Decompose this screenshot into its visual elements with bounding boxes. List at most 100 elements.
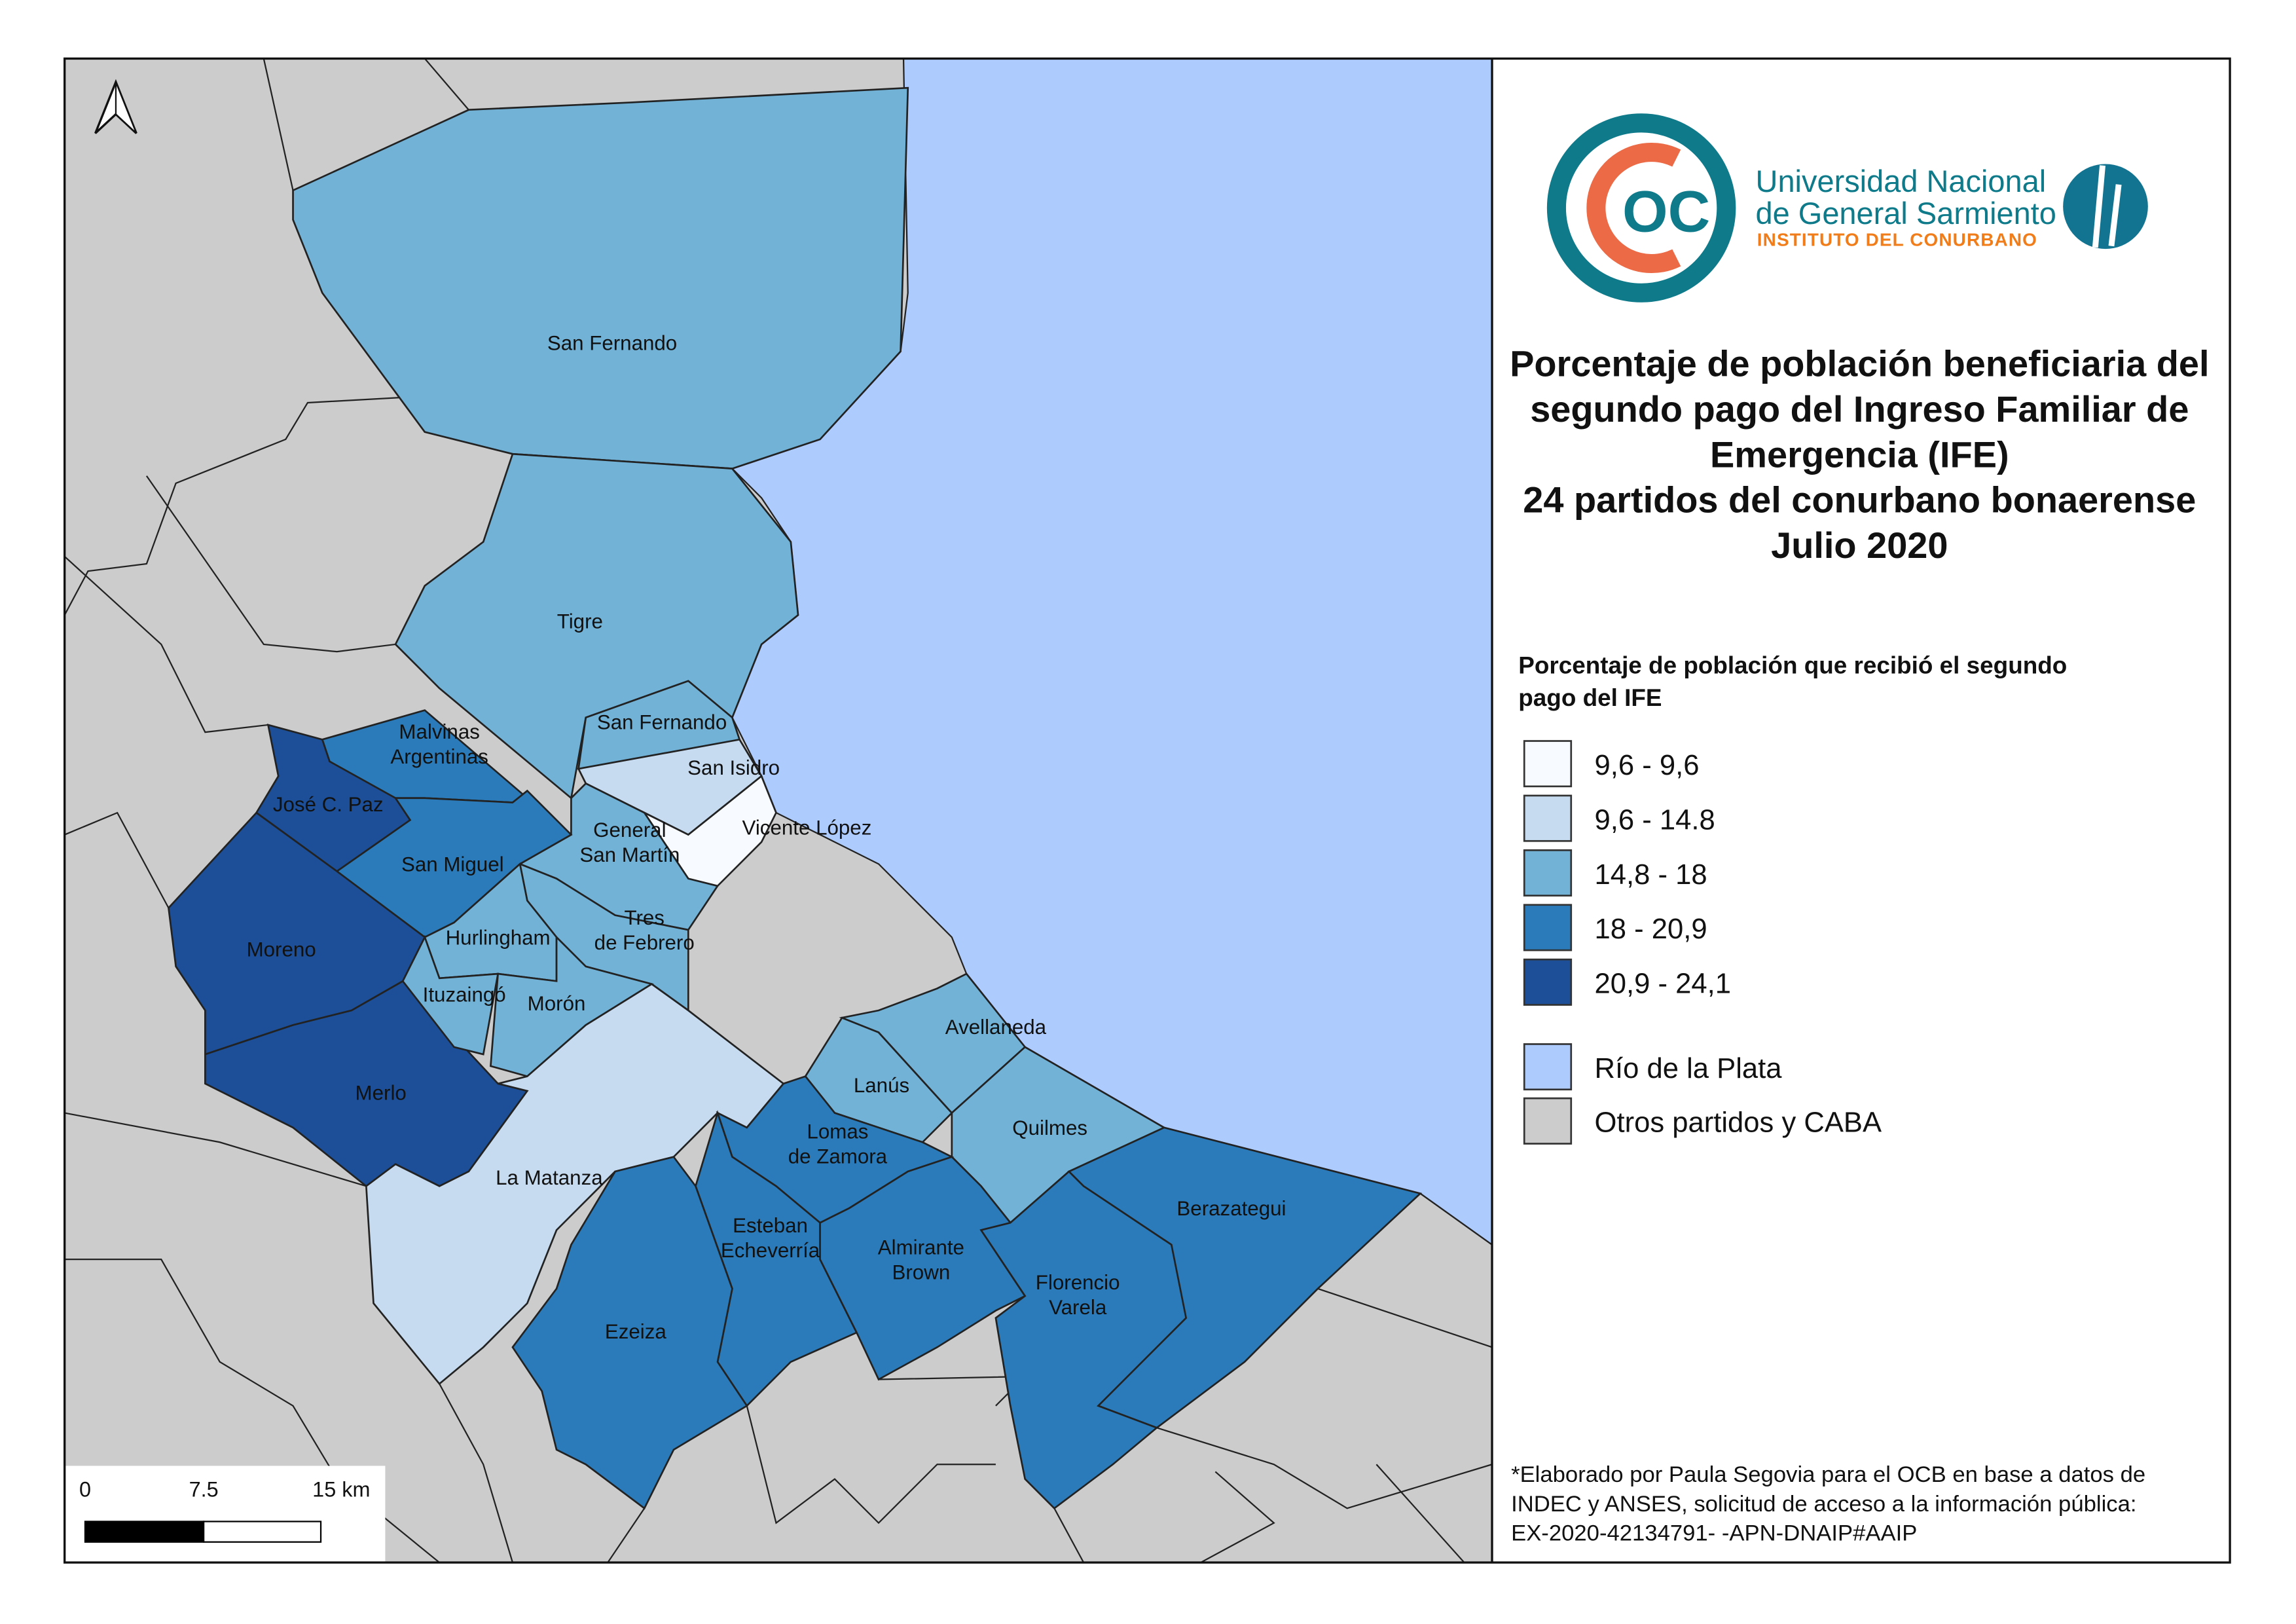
legend-title-2: pago del IFE (1518, 684, 1662, 711)
scale-label-15: 15 km (312, 1477, 370, 1501)
map-title: Porcentaje de población beneficiaria del… (1510, 343, 2209, 566)
legend: Porcentaje de población que recibió el s… (1518, 652, 2067, 1145)
legend-class-2: 9,6 - 14.8 (1523, 794, 1715, 842)
partido-label-general-san-martin: General (593, 819, 666, 841)
other-partido-boundary (1376, 1464, 1465, 1563)
title-line-4: 24 partidos del conurbano bonaerense (1523, 479, 2196, 521)
partido-label-malvinas-argentinas: Malvinas (399, 720, 480, 743)
legend-class-2-swatch (1523, 794, 1573, 842)
legend-class-1-label: 9,6 - 9,6 (1595, 750, 1700, 781)
legend-class-5: 20,9 - 24,1 (1523, 958, 1731, 1006)
scale-label-7-5: 7.5 (189, 1477, 219, 1501)
source-note: *Elaborado por Paula Segovia para el OCB… (1511, 1462, 2145, 1545)
legend-river-label: Río de la Plata (1595, 1053, 1783, 1084)
partido-la-matanza (365, 983, 785, 1386)
other-partido-boundary (746, 1405, 996, 1524)
other-partido-boundary (607, 1507, 646, 1563)
legend-class-4-label: 18 - 20,9 (1595, 913, 1707, 945)
outer-frame (63, 57, 2231, 1564)
title-line-5: Julio 2020 (1771, 525, 1948, 566)
scale-label-0: 0 (79, 1477, 91, 1501)
legend-class-2-label: 9,6 - 14.8 (1595, 804, 1715, 836)
partido-avellaneda (839, 972, 1027, 1115)
legend-title-1: Porcentaje de población que recibió el s… (1518, 652, 2067, 679)
partido-label-san-fernando: San Fernando (547, 331, 677, 354)
partido-label-general-san-martin: San Martín (579, 843, 680, 866)
partido-label-esteban-echeverria: Echeverría (721, 1239, 820, 1262)
partido-label-san-isidro: San Isidro (687, 756, 780, 779)
legend-river-swatch (1523, 1043, 1573, 1091)
partido-label-tres-de-febrero: Tres (625, 906, 665, 929)
other-partido-boundary (64, 555, 268, 733)
logo-line-1: Universidad Nacional (1756, 164, 2047, 198)
legend-class-3-swatch (1523, 849, 1573, 897)
title-line-2: segundo pago del Ingreso Familiar de (1530, 388, 2189, 430)
note-line-3: EX-2020-42134791- -APN-DNAIP#AAIP (1511, 1521, 1917, 1546)
partido-label-quilmes: Quilmes (1012, 1116, 1087, 1139)
partido-label-moron: Morón (528, 992, 586, 1015)
partido-label-malvinas-argentinas: Argentinas (390, 745, 488, 768)
partido-florencio-varela (979, 1170, 1188, 1510)
partido-label-la-matanza: La Matanza (496, 1166, 603, 1189)
partido-label-florencio-varela: Florencio (1036, 1271, 1120, 1294)
partido-label-moreno: Moreno (247, 938, 316, 961)
title-line-3: Emergencia (IFE) (1710, 434, 2009, 475)
other-partido-boundary (439, 1383, 514, 1563)
partido-label-tigre: Tigre (557, 610, 603, 633)
partido-label-jose-c-paz: José C. Paz (273, 793, 384, 816)
partido-label-berazategui: Berazategui (1176, 1197, 1286, 1220)
legend-class-1-swatch (1523, 740, 1573, 788)
partido-ituzaingo (401, 934, 500, 1056)
legend-class-5-label: 20,9 - 24,1 (1595, 969, 1731, 1000)
other-partido-boundary (145, 475, 396, 653)
map-frame: San Fernando Tigre San Fernando San Isidro V… (64, 58, 1493, 1563)
partido-labels: San Fernando Tigre San Fernando San Isidro V… (247, 331, 1286, 1342)
partido-label-merlo: Merlo (355, 1081, 407, 1104)
north-arrow-icon (94, 79, 137, 134)
note-line-1: *Elaborado por Paula Segovia para el OCB… (1511, 1462, 2145, 1487)
partido-label-ituzaingo: Ituzaingó (423, 984, 506, 1006)
legend-class-3: 14,8 - 18 (1523, 849, 1707, 897)
note-line-2: INDEC y ANSES, solicitud de acceso a la … (1511, 1492, 2136, 1517)
legend-class-4-swatch (1523, 904, 1573, 951)
other-partido-boundary (1317, 1287, 1493, 1348)
partido-label-almirante-brown: Almirante (878, 1236, 964, 1259)
partido-label-almirante-brown: Brown (892, 1261, 951, 1283)
legend-river: Río de la Plata (1523, 1043, 1783, 1091)
partido-label-avellaneda: Avellaneda (945, 1016, 1047, 1039)
other-partido-boundary (1200, 1471, 1275, 1563)
legend-other-swatch (1523, 1097, 1573, 1145)
logo-line-2: de General Sarmiento (1756, 196, 2056, 231)
partido-label-lanus: Lanús (854, 1074, 909, 1097)
partido-label-florencio-varela: Varela (1049, 1296, 1107, 1319)
other-partido-boundary (64, 811, 170, 909)
title-line-1: Porcentaje de población beneficiaria del (1510, 343, 2209, 384)
legend-other: Otros partidos y CABA (1523, 1097, 1882, 1145)
partido-label-lomas-de-zamora: Lomas (807, 1120, 868, 1143)
other-partido-boundary (64, 1112, 367, 1187)
ungs-ico-logo: OC Universidad Nacional de General Sarmi… (1546, 113, 2148, 303)
logo-mark: OC (1622, 178, 1710, 244)
legend-other-label: Otros partidos y CABA (1595, 1107, 1882, 1139)
partido-ezeiza (511, 1156, 748, 1510)
legend-class-1: 9,6 - 9,6 (1523, 740, 1700, 788)
scale-bar: 0 7.5 15 km (64, 1466, 386, 1563)
other-partido-boundary (1053, 1507, 1085, 1563)
partido-label-vicente-lopez: Vicente López (742, 817, 872, 840)
legend-class-5-swatch (1523, 958, 1573, 1006)
partido-label-esteban-echeverria: Esteban (733, 1214, 808, 1237)
legend-class-4: 18 - 20,9 (1523, 904, 1707, 951)
partido-label-tres-de-febrero: de Febrero (594, 931, 695, 954)
other-partido-boundary (1156, 1427, 1493, 1509)
partido-label-hurlingham: Hurlingham (446, 926, 551, 949)
partidos-layer (168, 86, 1423, 1510)
legend-class-3-label: 14,8 - 18 (1595, 859, 1707, 891)
partido-label-san-fernando: San Fernando (597, 711, 727, 734)
partido-label-ezeiza: Ezeiza (605, 1320, 667, 1343)
partido-label-san-miguel: San Miguel (401, 853, 504, 876)
partido-label-lomas-de-zamora: de Zamora (788, 1145, 888, 1168)
other-partido-boundary (263, 58, 294, 191)
other-partido-boundary (424, 58, 469, 111)
partido-san-fernando (292, 86, 909, 470)
